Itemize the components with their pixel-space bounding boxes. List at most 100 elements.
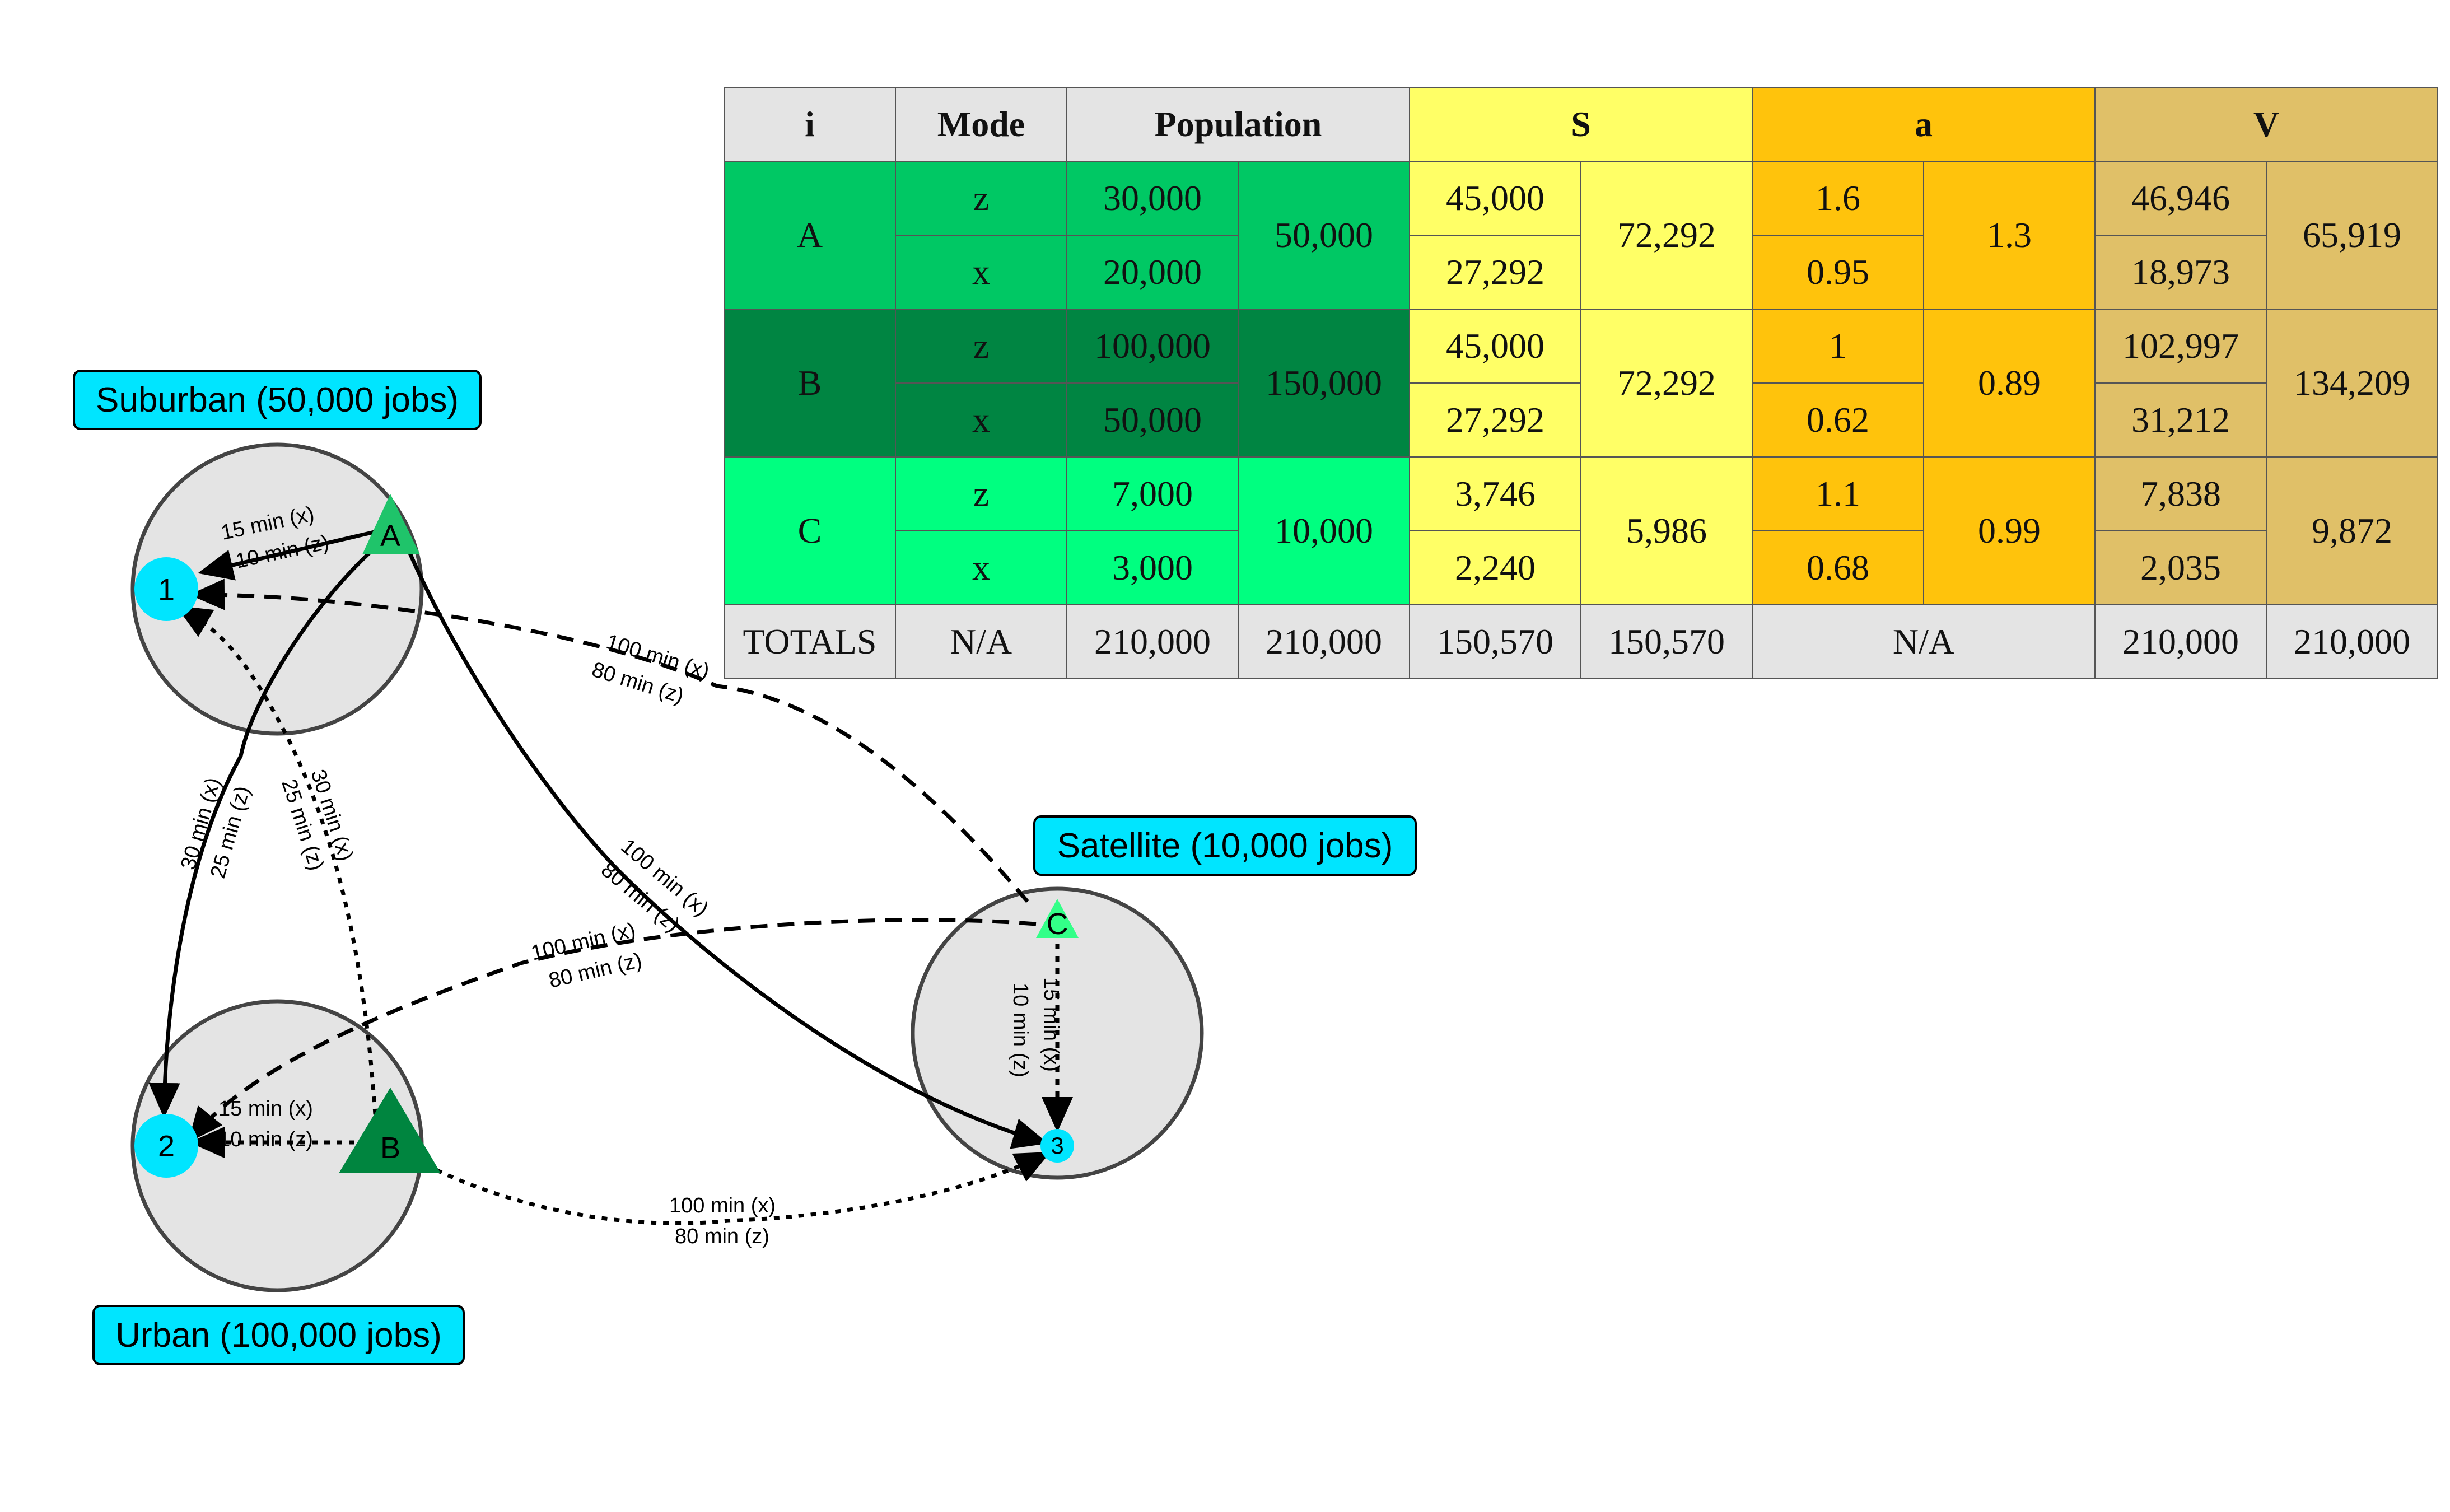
totals-s-2: 150,570 [1580, 604, 1753, 679]
row-b-s-total: 72,292 [1580, 309, 1753, 458]
row-b-a-total: 0.89 [1923, 309, 2096, 458]
svg-text:15 min (x): 15 min (x) [218, 1097, 313, 1121]
row-a-z-s: 45,000 [1409, 161, 1581, 236]
row-b-x-pop: 50,000 [1066, 382, 1239, 458]
row-a-a-total: 1.3 [1923, 161, 2096, 310]
totals-s-1: 150,570 [1409, 604, 1581, 679]
job-node-1-label: 1 [158, 573, 175, 606]
table-row: C z 7,000 10,000 3,746 5,986 1.1 0.99 7,… [724, 456, 2438, 605]
table-row: x 20,000 27,292 0.95 18,973 [724, 235, 2438, 310]
table-row: A z 30,000 50,000 45,000 72,292 1.6 1.3 … [724, 161, 2438, 310]
row-a-z-v: 46,946 [2094, 161, 2267, 236]
edge-label-a-2: 30 min (x) 25 min (z) [176, 775, 255, 881]
row-c-z-v: 7,838 [2094, 456, 2267, 531]
totals-row: TOTALS N/A 210,000 210,000 150,570 150,5… [724, 604, 2438, 679]
edge-a-1 [198, 527, 387, 581]
row-a-x-v: 18,973 [2094, 235, 2267, 310]
row-c-v-total: 9,872 [2266, 456, 2438, 605]
home-node-b-label: B [380, 1131, 400, 1165]
row-c-s-total: 5,986 [1580, 456, 1753, 605]
edge-label-c-1: 100 min (x) 80 min (z) [589, 630, 712, 708]
row-a-s-total: 72,292 [1580, 161, 1753, 310]
row-a-x-a: 0.95 [1752, 235, 1924, 310]
table-row: x 3,000 2,240 0.68 2,035 [724, 530, 2438, 605]
totals-a: N/A [1752, 604, 2096, 679]
home-node-a-label: A [380, 519, 400, 553]
table-header-row: i Mode Population S a V [724, 87, 2438, 162]
totals-v-2: 210,000 [2266, 604, 2438, 679]
row-a-x-pop: 20,000 [1066, 235, 1239, 310]
row-c-x-v: 2,035 [2094, 530, 2267, 605]
row-a-i: A [724, 161, 896, 310]
row-c-x-s: 2,240 [1409, 530, 1581, 605]
header-a: a [1752, 87, 2096, 162]
svg-text:100 min (x): 100 min (x) [669, 1194, 776, 1217]
row-b-x-mode: x [895, 382, 1067, 458]
job-node-3-label: 3 [1051, 1132, 1063, 1159]
job-node-1 [134, 557, 198, 621]
edge-label-c-2: 100 min (x) 80 min (z) [529, 918, 644, 993]
table-row: B z 100,000 150,000 45,000 72,292 1 0.89… [724, 309, 2438, 458]
row-c-z-mode: z [895, 456, 1067, 531]
header-s: S [1409, 87, 1753, 162]
job-node-2 [134, 1114, 198, 1178]
svg-text:80 min (z): 80 min (z) [675, 1225, 769, 1248]
row-b-pop-total: 150,000 [1238, 309, 1410, 458]
svg-text:15 min (x): 15 min (x) [1039, 977, 1063, 1072]
totals-pop-2: 210,000 [1238, 604, 1410, 679]
row-b-z-v: 102,997 [2094, 309, 2267, 384]
results-table: i Mode Population S a V A z 30,000 50,00… [724, 87, 2438, 679]
edge-a-3 [401, 536, 1048, 1149]
row-a-x-s: 27,292 [1409, 235, 1581, 310]
svg-text:10 min (z): 10 min (z) [218, 1128, 313, 1151]
row-b-x-v: 31,212 [2094, 382, 2267, 458]
totals-mode: N/A [895, 604, 1067, 679]
row-b-z-s: 45,000 [1409, 309, 1581, 384]
row-b-z-a: 1 [1752, 309, 1924, 384]
home-node-b [339, 1088, 441, 1173]
row-c-z-a: 1.1 [1752, 456, 1924, 531]
job-node-3 [1040, 1129, 1074, 1163]
totals-pop-1: 210,000 [1066, 604, 1239, 679]
header-v: V [2094, 87, 2438, 162]
row-c-z-s: 3,746 [1409, 456, 1581, 531]
row-c-x-mode: x [895, 530, 1067, 605]
satellite-zone-label: Satellite (10,000 jobs) [1033, 815, 1417, 876]
row-b-z-mode: z [895, 309, 1067, 384]
row-a-z-a: 1.6 [1752, 161, 1924, 236]
totals-v-1: 210,000 [2094, 604, 2267, 679]
row-a-pop-total: 50,000 [1238, 161, 1410, 310]
urban-zone-label: Urban (100,000 jobs) [92, 1305, 465, 1365]
row-a-z-pop: 30,000 [1066, 161, 1239, 236]
header-population: Population [1066, 87, 1410, 162]
row-b-z-pop: 100,000 [1066, 309, 1239, 384]
edge-b-1 [175, 605, 377, 1115]
row-a-x-mode: x [895, 235, 1067, 310]
job-node-2-label: 2 [158, 1130, 175, 1163]
row-c-z-pop: 7,000 [1066, 456, 1239, 531]
header-i: i [724, 87, 896, 162]
suburban-zone-label: Suburban (50,000 jobs) [73, 370, 482, 430]
row-b-x-s: 27,292 [1409, 382, 1581, 458]
row-a-z-mode: z [895, 161, 1067, 236]
row-c-pop-total: 10,000 [1238, 456, 1410, 605]
edge-label-b-2: 15 min (x) 10 min (z) [218, 1097, 313, 1151]
row-b-i: B [724, 309, 896, 458]
home-node-a [362, 494, 420, 554]
row-c-x-pop: 3,000 [1066, 530, 1239, 605]
totals-label: TOTALS [724, 604, 896, 679]
edge-c-2 [188, 918, 1037, 1143]
row-a-v-total: 65,919 [2266, 161, 2438, 310]
row-c-x-a: 0.68 [1752, 530, 1924, 605]
home-node-c-label: C [1047, 907, 1068, 941]
row-c-i: C [724, 456, 896, 605]
edge-label-b-3: 100 min (x) 80 min (z) [669, 1194, 776, 1248]
edge-label-b-1: 30 min (x) 25 min (z) [277, 767, 357, 874]
svg-text:10 min (z): 10 min (z) [1009, 983, 1032, 1077]
edge-a-2 [148, 536, 388, 1118]
header-mode: Mode [895, 87, 1067, 162]
edge-b-3 [424, 1151, 1051, 1225]
row-b-x-a: 0.62 [1752, 382, 1924, 458]
suburban-zone [130, 442, 424, 736]
